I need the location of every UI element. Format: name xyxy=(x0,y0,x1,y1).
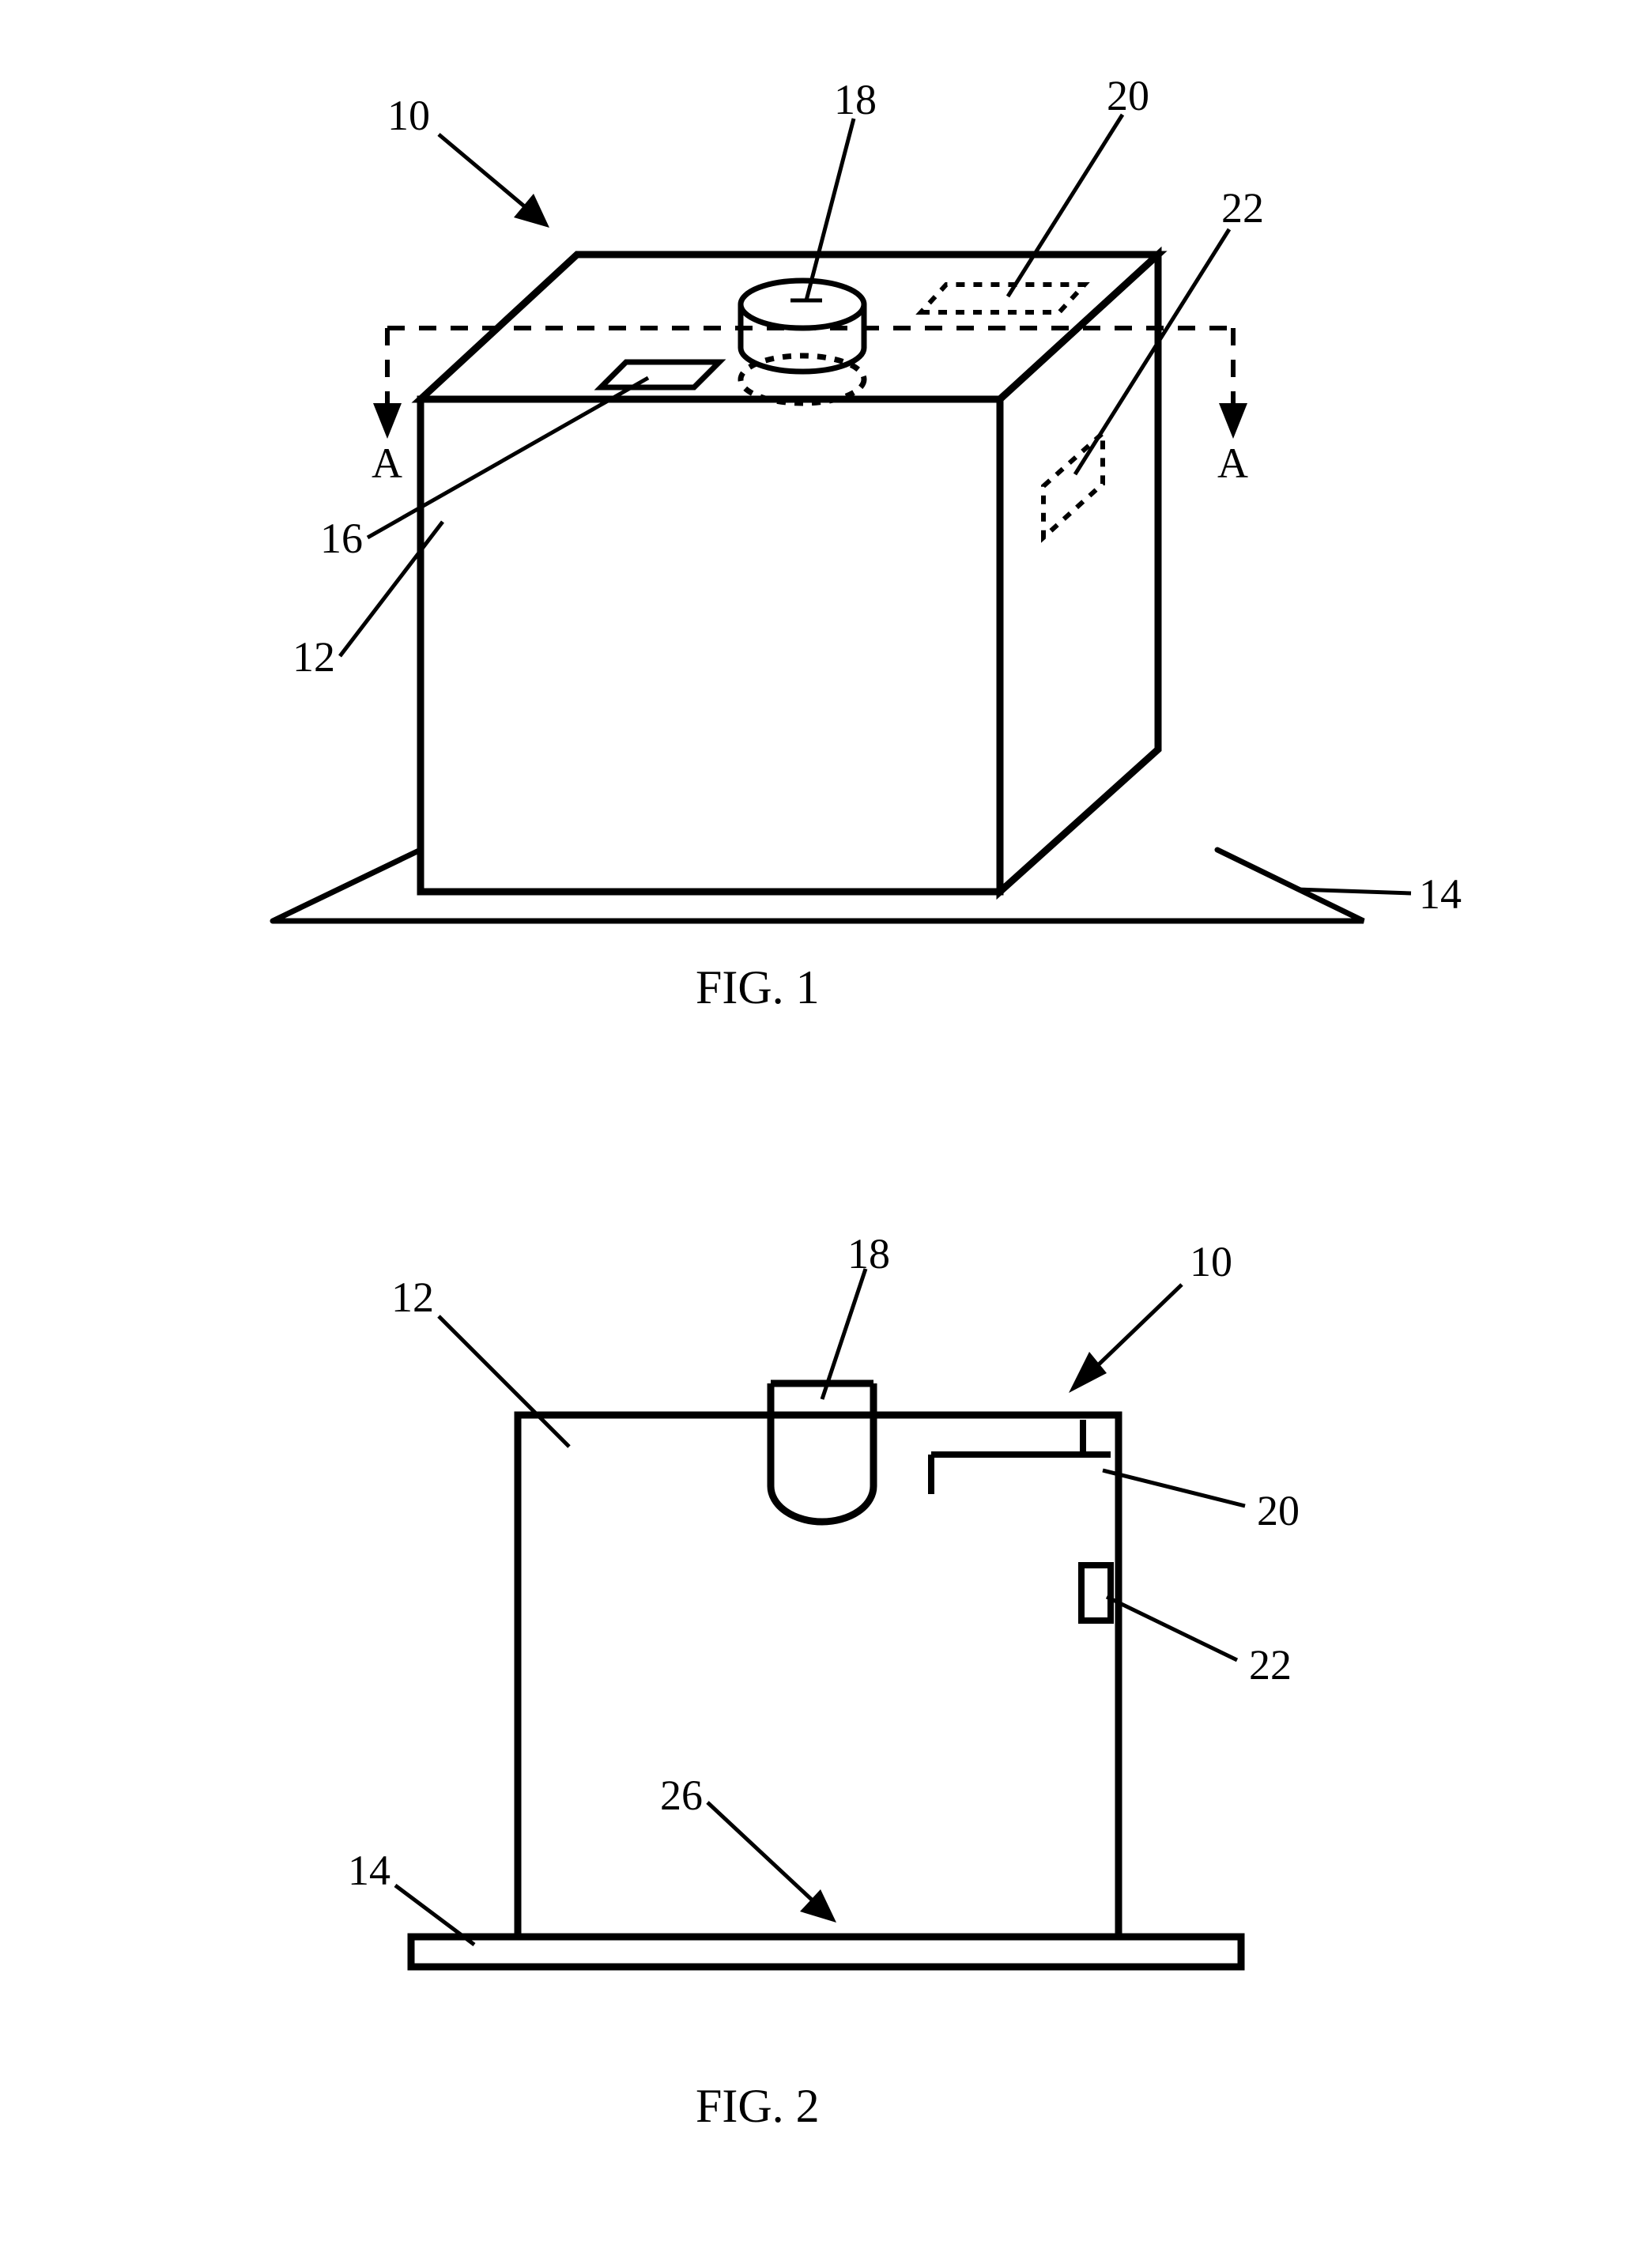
label-A-right: A xyxy=(1217,439,1248,488)
label-18-fig1: 18 xyxy=(834,75,877,124)
label-22-fig2: 22 xyxy=(1249,1640,1292,1689)
arrowhead-10-fig1 xyxy=(514,194,549,228)
caption-fig1: FIG. 1 xyxy=(696,960,820,1015)
label-22-fig1: 22 xyxy=(1221,183,1264,232)
base-plate xyxy=(273,850,1364,921)
label-14-fig2: 14 xyxy=(348,1846,390,1895)
top-dashed-rect xyxy=(921,285,1085,312)
label-20-fig1: 20 xyxy=(1107,71,1149,120)
base-plate-section xyxy=(411,1937,1241,1967)
label-26-fig2: 26 xyxy=(660,1771,703,1820)
label-14-fig1: 14 xyxy=(1419,870,1462,919)
label-20-fig2: 20 xyxy=(1257,1486,1300,1535)
label-16-fig1: 16 xyxy=(320,514,363,563)
top-cylinder xyxy=(741,281,864,403)
figure-1-drawing xyxy=(0,0,1645,1107)
housing-box xyxy=(421,255,1158,892)
feature-22-section xyxy=(1081,1565,1111,1621)
arrowheads-fig2 xyxy=(800,1352,1107,1923)
label-10-fig2: 10 xyxy=(1190,1237,1232,1286)
housing-section xyxy=(518,1415,1119,1937)
page: 10 18 20 22 16 12 14 A A FIG. 1 xyxy=(0,0,1645,2268)
caption-fig2: FIG. 2 xyxy=(696,2079,820,2134)
label-12-fig1: 12 xyxy=(292,632,335,681)
label-A-left: A xyxy=(372,439,402,488)
side-dashed-rect xyxy=(1043,433,1103,538)
feature-20-section xyxy=(931,1420,1111,1494)
top-small-rect xyxy=(601,362,719,387)
label-10-fig1: 10 xyxy=(387,91,430,140)
label-18-fig2: 18 xyxy=(847,1229,890,1278)
label-12-fig2: 12 xyxy=(391,1273,434,1322)
cylinder-section xyxy=(771,1383,873,1522)
figure-2-drawing xyxy=(0,1154,1645,2182)
